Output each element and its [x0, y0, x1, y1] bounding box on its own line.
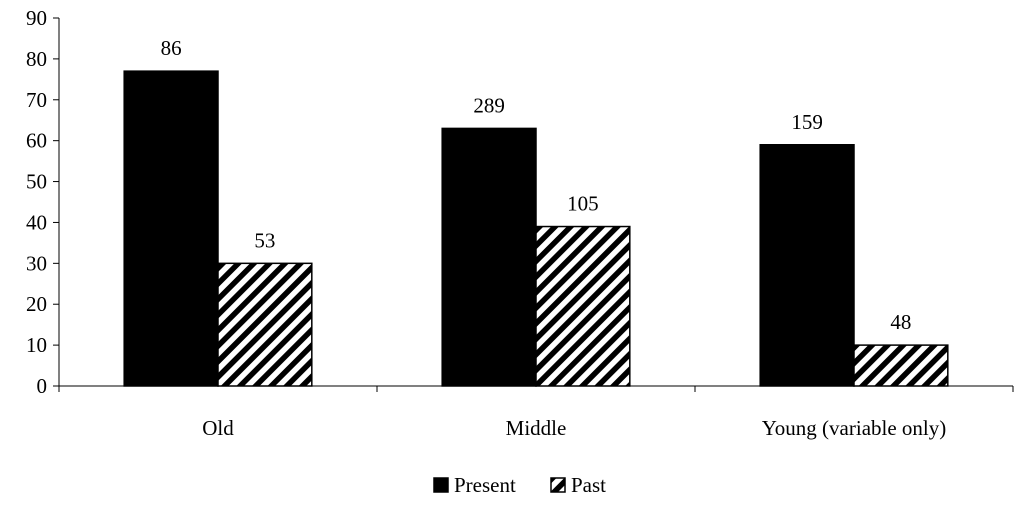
bars [123, 70, 949, 387]
y-tick-label: 10 [26, 333, 47, 357]
y-tick-label: 20 [26, 292, 47, 316]
x-category-label: Middle [506, 416, 567, 440]
legend-swatch-past [550, 477, 566, 493]
x-category-label: Old [202, 416, 234, 440]
bar-past [535, 225, 631, 387]
y-tick-label: 30 [26, 251, 47, 275]
x-axis: Old Middle Young (variable only) [58, 385, 1014, 440]
data-label: 86 [161, 36, 182, 60]
bar-past [853, 344, 949, 387]
bar-present [441, 127, 537, 387]
y-axis: 0 10 20 30 40 50 60 70 80 90 [26, 6, 60, 398]
data-labels: 86 53 289 105 159 48 [161, 36, 912, 334]
legend-label-past: Past [571, 473, 606, 497]
y-tick-label: 40 [26, 210, 47, 234]
y-tick-label: 60 [26, 129, 47, 153]
data-label: 289 [473, 93, 505, 117]
data-label: 105 [567, 192, 599, 216]
y-tick-label: 80 [26, 47, 47, 71]
y-tick-label: 70 [26, 88, 47, 112]
y-tick-label: 50 [26, 170, 47, 194]
bar-present [759, 144, 855, 387]
y-tick-label: 0 [37, 374, 48, 398]
data-label: 53 [254, 228, 275, 252]
legend-swatch-present [433, 477, 449, 493]
bar-present [123, 70, 219, 387]
data-label: 159 [791, 110, 823, 134]
legend-label-present: Present [454, 473, 516, 497]
bar-past [217, 262, 313, 387]
x-category-label: Young (variable only) [762, 416, 947, 440]
legend: Present Past [433, 473, 606, 497]
y-tick-label: 90 [26, 6, 47, 30]
data-label: 48 [890, 310, 911, 334]
